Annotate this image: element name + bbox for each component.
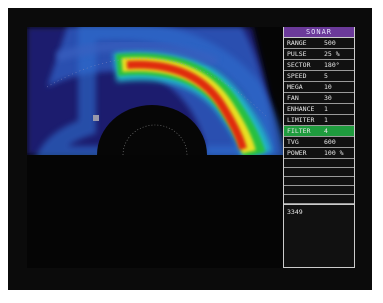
empty-row xyxy=(284,159,354,168)
setting-row: SPEED 5 xyxy=(284,71,354,82)
sonar-display xyxy=(27,27,283,268)
empty-row xyxy=(284,195,354,204)
setting-label: ENHANCE xyxy=(287,104,314,114)
setting-value: 1 xyxy=(324,115,328,125)
setting-label: TVG xyxy=(287,137,299,147)
setting-row: POWER 100 % xyxy=(284,148,354,159)
setting-label: PULSE xyxy=(287,49,307,59)
setting-label: LIMITER xyxy=(287,115,314,125)
setting-value: 30 xyxy=(324,93,332,103)
setting-value: 10 xyxy=(324,82,332,92)
setting-row: MEGA 10 xyxy=(284,82,354,93)
sonar-image xyxy=(27,27,283,268)
depth-readout: 3349 xyxy=(284,204,354,219)
setting-label: FILTER xyxy=(287,126,310,136)
monitor-frame: SONAR RANGE 500 PULSE 25 % SECTOR 180° SPEE… xyxy=(8,8,372,290)
setting-value: 180° xyxy=(324,60,340,70)
setting-row: FAN 30 xyxy=(284,93,354,104)
setting-label: SPEED xyxy=(287,71,307,81)
setting-row: SECTOR 180° xyxy=(284,60,354,71)
setting-value: 600 xyxy=(324,137,336,147)
setting-value: 1 xyxy=(324,104,328,114)
setting-row: PULSE 25 % xyxy=(284,49,354,60)
setting-row: TVG 600 xyxy=(284,137,354,148)
setting-label: SECTOR xyxy=(287,60,310,70)
empty-row xyxy=(284,177,354,186)
panel-title: SONAR xyxy=(284,27,354,38)
setting-value: 25 % xyxy=(324,49,340,59)
setting-row: RANGE 500 xyxy=(284,38,354,49)
setting-row: LIMITER 1 xyxy=(284,115,354,126)
setting-value: 500 xyxy=(324,38,336,48)
setting-value: 5 xyxy=(324,71,328,81)
setting-label: POWER xyxy=(287,148,307,158)
empty-row xyxy=(284,186,354,195)
sonar-returns xyxy=(27,27,283,268)
setting-row: ENHANCE 1 xyxy=(284,104,354,115)
setting-label: RANGE xyxy=(287,38,307,48)
empty-row xyxy=(284,168,354,177)
setting-label: FAN xyxy=(287,93,299,103)
setting-label: MEGA xyxy=(287,82,303,92)
settings-panel: SONAR RANGE 500 PULSE 25 % SECTOR 180° SPEE… xyxy=(283,27,355,268)
page: {"panel": {"title": "SONAR", "rows": [["… xyxy=(0,0,383,303)
setting-value: 100 % xyxy=(324,148,344,158)
setting-row-selected: FILTER 4 xyxy=(284,126,354,137)
setting-value: 4 xyxy=(324,126,328,136)
